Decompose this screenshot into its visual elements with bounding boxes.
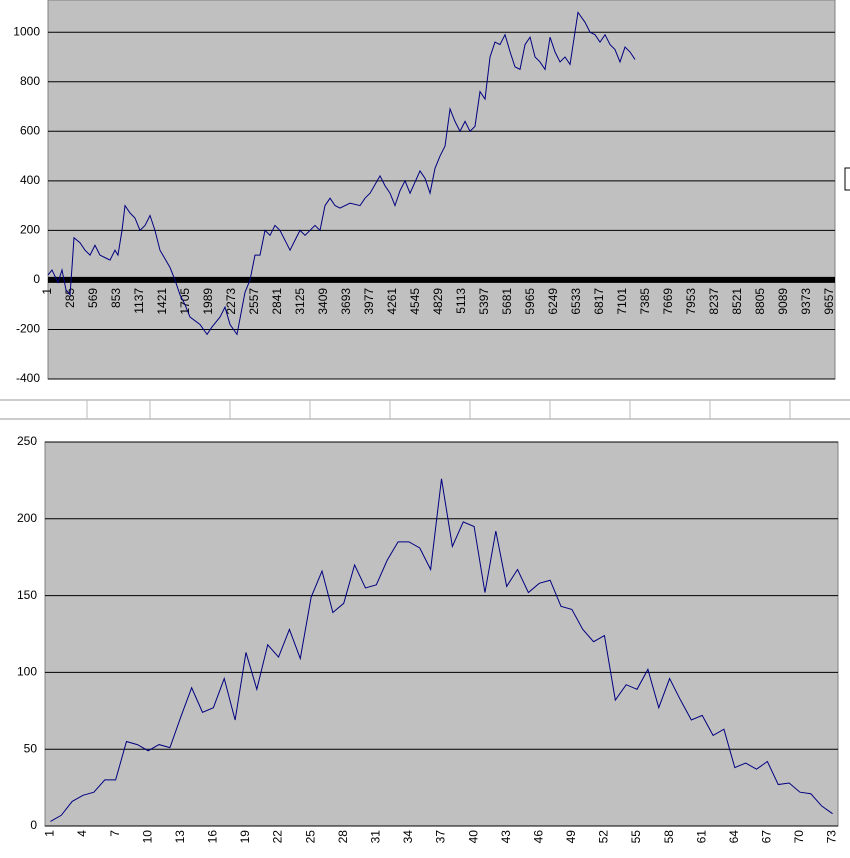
x-tick-label: 61 [694,830,708,844]
x-tick-label: 5113 [454,288,468,314]
x-tick-label: 46 [531,830,545,844]
y-tick-label: 600 [20,123,40,137]
x-tick-label: 7101 [615,288,629,315]
y-tick-label: 0 [33,272,40,286]
x-tick-label: 7 [108,830,122,837]
cell-box [844,167,850,191]
x-tick-label: 9657 [822,288,836,315]
x-tick-label: 16 [206,830,220,844]
y-tick-label: 150 [17,588,37,602]
x-tick-label: 28 [336,830,350,844]
x-tick-label: 6817 [592,288,606,315]
x-tick-label: 5397 [477,288,491,315]
x-tick-label: 4 [75,830,89,837]
y-tick-label: 1000 [13,24,40,38]
y-tick-label: 400 [20,173,40,187]
x-tick-label: 8237 [707,288,721,315]
x-tick-label: 1421 [155,288,169,315]
x-tick-label: 25 [303,830,317,844]
x-tick-label: 22 [271,830,285,844]
x-tick-label: 6533 [569,288,583,315]
x-tick-label: 34 [401,830,415,844]
y-tick-label: 0 [30,818,37,832]
x-tick-label: 3693 [339,288,353,315]
x-tick-label: 67 [760,830,774,844]
x-tick-label: 37 [434,830,448,844]
sheet-columns [86,400,791,419]
y-tick-label: -200 [16,322,40,336]
plot-area [44,441,839,827]
y-tick-label: 50 [24,741,38,755]
x-tick-label: 55 [629,830,643,844]
x-tick-label: 5965 [523,288,537,315]
x-tick-label: 1989 [201,288,215,315]
x-tick-label: 4829 [431,288,445,315]
x-tick-label: 569 [86,288,100,308]
y-tick-label: -400 [16,371,40,385]
x-tick-label: 31 [368,830,382,844]
x-tick-label: 7953 [684,288,698,315]
x-tick-label: 8805 [753,288,767,315]
y-tick-label: 800 [20,74,40,88]
x-tick-label: 73 [825,830,839,844]
x-tick-label: 4261 [385,288,399,315]
x-tick-label: 5681 [500,288,514,315]
y-tick-label: 100 [17,665,37,679]
x-tick-label: 10 [140,830,154,844]
y-tick-label: 200 [20,223,40,237]
x-tick-label: 2557 [247,288,261,315]
x-tick-label: 2841 [270,288,284,315]
x-tick-label: 58 [662,830,676,844]
x-tick-label: 6249 [546,288,560,315]
x-tick-label: 3125 [293,288,307,315]
x-tick-label: 13 [173,830,187,844]
y-tick-label: 200 [17,511,37,525]
y-tick-label: 250 [17,434,37,448]
x-tick-label: 1 [40,288,54,295]
x-tick-label: 49 [564,830,578,844]
x-tick-label: 19 [238,830,252,844]
x-tick-label: 43 [499,830,513,844]
x-tick-label: 3409 [316,288,330,315]
x-tick-label: 64 [727,830,741,844]
x-tick-label: 7385 [638,288,652,315]
data-line [47,11,636,336]
x-tick-label: 8521 [730,288,744,315]
x-tick-label: 7669 [661,288,675,315]
plot-area [47,0,836,380]
x-tick-label: 853 [109,288,123,308]
x-tick-label: 70 [792,830,806,844]
x-tick-label: 3977 [362,288,376,315]
sheet-strip [0,398,850,420]
x-tick-label: 9373 [799,288,813,315]
x-tick-label: 1137 [132,288,146,314]
x-tick-label: 2273 [224,288,238,315]
data-line [50,478,833,822]
x-tick-label: 9089 [776,288,790,315]
x-tick-label: 40 [466,830,480,844]
x-tick-label: 1705 [178,288,192,315]
x-tick-label: 4545 [408,288,422,315]
x-tick-label: 285 [63,288,77,308]
x-tick-label: 52 [597,830,611,844]
x-tick-label: 1 [43,830,57,837]
